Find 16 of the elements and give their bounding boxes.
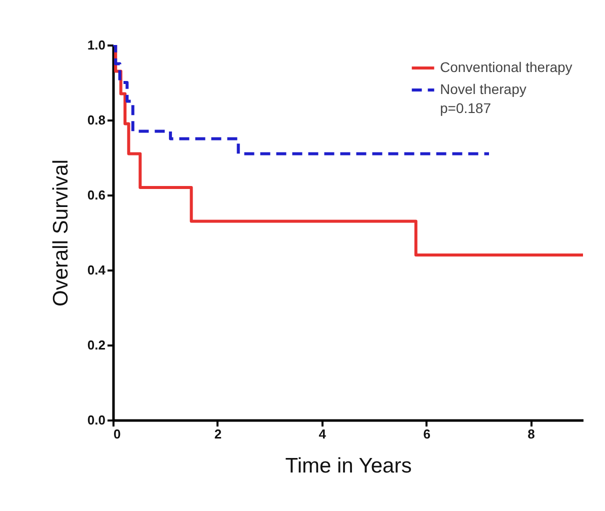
y-tick-label: 0.2: [87, 338, 106, 352]
y-tick-label: 1.0: [87, 38, 106, 52]
legend-label: Novel therapy: [440, 81, 526, 97]
x-axis-title: Time in Years: [285, 454, 412, 478]
legend-label: Conventional therapy: [440, 59, 572, 75]
annotation: p=0.187: [440, 100, 492, 116]
y-tick-label: 0.8: [87, 112, 106, 128]
y-tick-label: 0.6: [87, 188, 106, 202]
y-axis-title: Overall Survival: [49, 159, 72, 307]
y-tick-label: 0.4: [87, 262, 106, 278]
x-tick-label: 8: [528, 426, 535, 442]
y-tick-label: 0.0: [87, 412, 106, 428]
x-tick-label: 6: [423, 426, 430, 442]
x-tick-label: 2: [214, 426, 222, 442]
x-tick-label: 4: [318, 426, 327, 442]
x-tick-label: 0: [114, 426, 121, 442]
